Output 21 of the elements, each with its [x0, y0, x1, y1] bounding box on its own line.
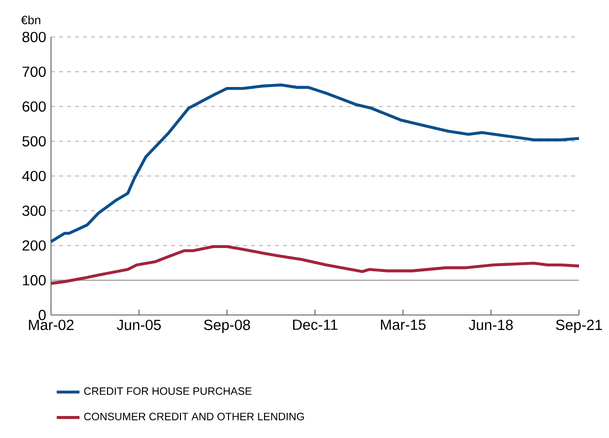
x-tick-label: Sep-21 [556, 320, 602, 333]
legend-label: CREDIT FOR HOUSE PURCHASE [84, 387, 252, 395]
y-tick-label: 600 [22, 101, 46, 112]
x-tick-label: Mar-15 [380, 320, 426, 330]
y-tick-label: 300 [22, 206, 46, 216]
y-axis-title: €bn [21, 15, 40, 24]
y-tick-label: 0 [38, 310, 46, 320]
x-tick-label: Jun-05 [116, 320, 161, 330]
y-tick-label: 800 [22, 32, 46, 42]
x-tick-label: Dec-11 [293, 320, 338, 330]
y-tick-label: 700 [22, 66, 46, 77]
x-tick-label: Mar-02 [28, 320, 74, 330]
y-tick-label: 500 [22, 136, 46, 146]
y-tick-label: 200 [22, 240, 46, 251]
line-series [50, 83, 580, 244]
line-series [50, 245, 580, 285]
y-tick-label: 400 [22, 170, 46, 182]
legend-label: CONSUMER CREDIT AND OTHER LENDING [84, 412, 304, 420]
y-tick-label: 100 [22, 275, 46, 286]
x-tick-label: Jun-18 [468, 320, 513, 330]
x-tick-label: Sep-08 [204, 320, 250, 333]
